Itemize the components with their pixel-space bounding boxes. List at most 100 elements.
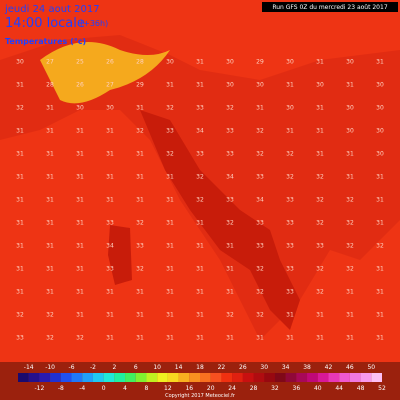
copyright: Copyright 2017 Meteociel.fr: [165, 393, 236, 399]
scale-swatch: [371, 373, 382, 382]
temperature-label: 30: [226, 82, 234, 89]
temperature-label: 32: [16, 105, 24, 112]
scale-swatch: [264, 373, 275, 382]
temperature-label: 28: [46, 82, 54, 89]
scale-label-top: -10: [45, 364, 55, 371]
temperature-label: 31: [76, 243, 84, 250]
scale-label-bottom: 52: [378, 385, 386, 392]
temperature-label: 31: [196, 82, 204, 89]
temperature-label: 30: [286, 59, 294, 66]
temperature-label: 31: [106, 289, 114, 296]
temperature-label: 31: [376, 59, 384, 66]
temperature-label: 32: [226, 105, 234, 112]
temperature-label: 32: [376, 243, 384, 250]
temperature-label: 31: [166, 82, 174, 89]
temperature-label: 33: [16, 335, 24, 342]
scale-label-bottom: 0: [102, 385, 106, 392]
temperature-label: 31: [16, 289, 24, 296]
temperature-label: 31: [76, 197, 84, 204]
temperature-label: 30: [256, 82, 264, 89]
run-box: [262, 2, 398, 12]
temperature-label: 31: [226, 243, 234, 250]
temperature-label: 26: [76, 82, 84, 89]
temperature-label: 29: [136, 82, 144, 89]
temperature-label: 32: [46, 312, 54, 319]
temperature-label: 32: [166, 105, 174, 112]
scale-swatch: [274, 373, 286, 382]
temperature-label: 33: [316, 243, 324, 250]
temperature-label: 33: [256, 243, 264, 250]
temperature-label: 32: [166, 151, 174, 158]
scale-swatch: [253, 373, 265, 382]
temperature-label: 32: [346, 266, 354, 273]
temperature-label: 31: [136, 197, 144, 204]
variable: Temperatures (°c): [5, 37, 86, 46]
scale-label-bottom: 24: [228, 385, 236, 392]
temperature-label: 32: [346, 243, 354, 250]
temperature-label: 31: [46, 197, 54, 204]
scale-label-top: -2: [90, 364, 96, 371]
temperature-label: 31: [16, 82, 24, 89]
temperature-label: 31: [196, 243, 204, 250]
temperature-label: 31: [136, 335, 144, 342]
temperature-label: 31: [286, 335, 294, 342]
scale-label-top: 2: [112, 364, 116, 371]
color-scale: -14 -10 -6 -2 2 6 10 14 18 22 26 30 34 38 42 46 50-12 -8-…: [18, 364, 386, 392]
temperature-label: 30: [346, 59, 354, 66]
temperature-label: 32: [316, 197, 324, 204]
temperature-label: 31: [46, 266, 54, 273]
temperature-label: 31: [76, 174, 84, 181]
temperature-label: 33: [196, 105, 204, 112]
temperature-label: 31: [76, 220, 84, 227]
temperature-label: 31: [16, 266, 24, 273]
temperature-label: 31: [376, 312, 384, 319]
temperature-label: 31: [346, 174, 354, 181]
temperature-label: 32: [316, 174, 324, 181]
temperature-label: 31: [16, 174, 24, 181]
temperature-label: 29: [256, 59, 264, 66]
scale-label-bottom: 28: [250, 385, 258, 392]
temperature-label: 30: [286, 105, 294, 112]
temperature-label: 32: [76, 335, 84, 342]
temperature-label: 32: [316, 220, 324, 227]
temperature-label: 33: [226, 197, 234, 204]
temperature-label: 31: [16, 220, 24, 227]
scale-swatch: [242, 373, 254, 382]
temperature-label: 31: [166, 243, 174, 250]
italy: [140, 110, 300, 330]
temperature-label: 33: [286, 220, 294, 227]
temperature-label: 30: [346, 105, 354, 112]
temperature-label: 31: [76, 128, 84, 135]
temperature-label: 31: [166, 266, 174, 273]
temperature-label: 30: [166, 59, 174, 66]
temperature-label: 31: [316, 128, 324, 135]
temperature-label: 31: [106, 197, 114, 204]
temperature-label: 33: [226, 128, 234, 135]
run-info: Run GFS 0Z du mercredi 23 août 2017: [272, 4, 387, 11]
temperature-label: 32: [136, 220, 144, 227]
temperature-label: 31: [316, 59, 324, 66]
temperature-label: 31: [106, 312, 114, 319]
temperature-label: 31: [136, 289, 144, 296]
scale-swatch: [360, 373, 372, 382]
scale-swatch: [189, 373, 200, 382]
temperature-label: 30: [376, 128, 384, 135]
scale-swatch: [296, 373, 308, 382]
temperature-label: 34: [106, 243, 114, 250]
scale-label-bottom: -12: [35, 385, 45, 392]
scale-swatch: [178, 373, 190, 382]
temperature-label: 25: [76, 59, 84, 66]
temperature-label: 31: [76, 312, 84, 319]
scale-swatch: [349, 373, 361, 382]
temperature-label: 32: [46, 335, 54, 342]
temperature-label: 31: [316, 151, 324, 158]
scale-label-bottom: -8: [58, 385, 64, 392]
temperature-label: 27: [106, 82, 114, 89]
temperature-label: 31: [166, 312, 174, 319]
temperature-label: 31: [46, 105, 54, 112]
scale-label-top: 50: [367, 364, 375, 371]
scale-swatch: [92, 373, 104, 382]
temperature-label: 31: [106, 174, 114, 181]
temperature-label: 31: [106, 151, 114, 158]
